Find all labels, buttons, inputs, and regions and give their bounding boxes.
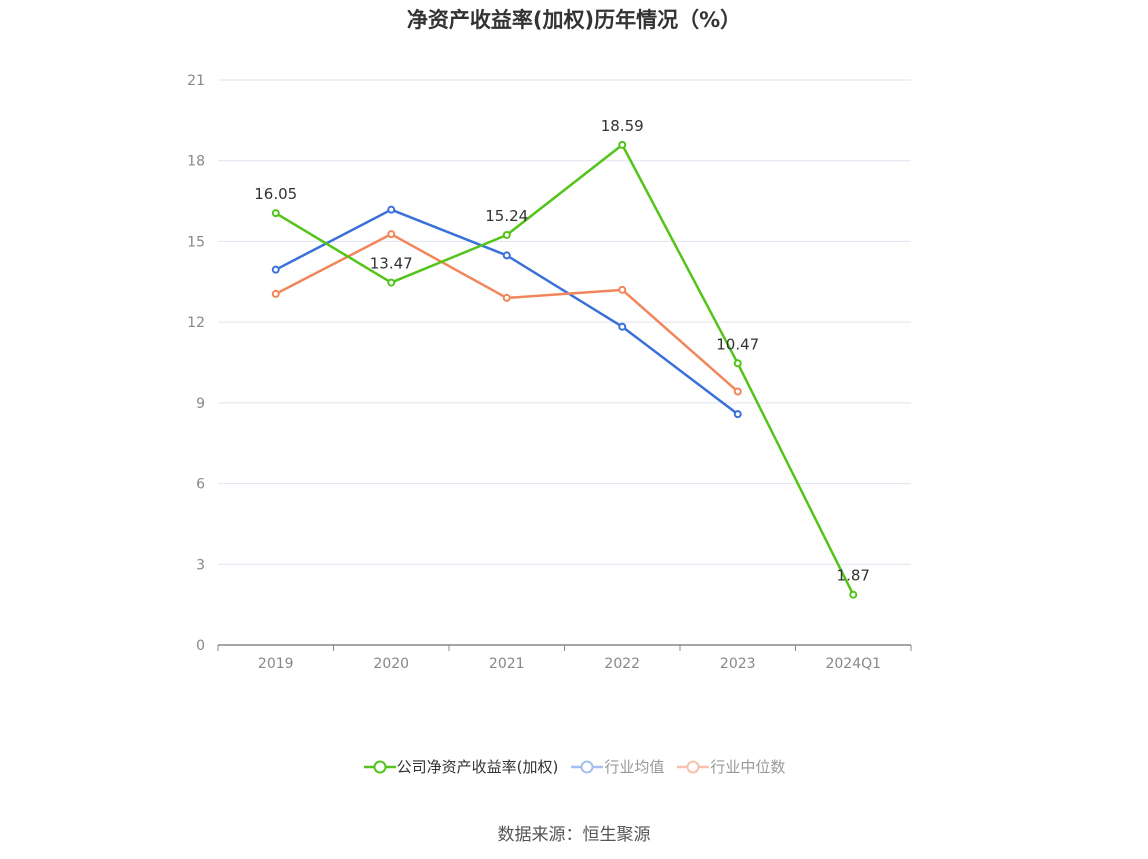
y-tick-label: 3 — [196, 557, 205, 573]
data-label: 18.59 — [601, 117, 644, 135]
chart-title: 净资产收益率(加权)历年情况（%） — [406, 8, 742, 32]
grid — [218, 79, 911, 565]
data-point — [618, 322, 627, 331]
x-tick-label: 2020 — [373, 656, 409, 672]
data-point — [849, 590, 858, 599]
data-point — [502, 230, 511, 239]
x-axis: 2019 2020 2021 2022 2023 2024Q1 — [217, 644, 912, 672]
data-point — [271, 265, 280, 274]
x-tick-label: 2023 — [720, 656, 756, 672]
data-point — [502, 251, 511, 260]
data-label: 16.05 — [254, 185, 297, 203]
series-layer — [271, 140, 858, 599]
y-tick-label: 9 — [196, 396, 205, 412]
legend: 公司净资产收益率(加权) 行业均值 行业中位数 — [0, 756, 1148, 777]
legend-label: 公司净资产收益率(加权) — [396, 758, 559, 776]
y-tick-label: 6 — [196, 477, 205, 493]
legend-swatch — [363, 760, 396, 773]
legend-item[interactable]: 公司净资产收益率(加权) — [363, 756, 559, 777]
x-tick-label: 2019 — [258, 656, 294, 672]
data-point — [733, 387, 742, 396]
series-line — [275, 143, 855, 596]
data-point — [502, 293, 511, 302]
data-point — [271, 209, 280, 218]
legend-label: 行业均值 — [604, 758, 665, 776]
y-tick-label: 0 — [196, 638, 205, 654]
data-point — [387, 278, 396, 287]
data-point — [618, 285, 627, 294]
data-label: 13.47 — [370, 255, 413, 273]
y-tick-label: 18 — [187, 154, 205, 170]
x-tick-label: 2022 — [604, 656, 640, 672]
legend-item[interactable]: 行业均值 — [570, 756, 664, 777]
x-tick-label: 2024Q1 — [825, 656, 881, 672]
x-tick-label: 2021 — [489, 656, 525, 672]
data-label: 1.87 — [837, 567, 870, 585]
data-source: 数据来源：恒生聚源 — [497, 825, 651, 845]
legend-label: 行业中位数 — [710, 758, 786, 776]
data-labels: 16.05 13.47 15.24 18.59 10.47 1.87 — [254, 117, 870, 585]
data-point — [387, 230, 396, 239]
y-tick-label: 21 — [187, 73, 205, 89]
legend-swatch — [571, 760, 604, 773]
data-point — [618, 140, 627, 149]
data-label: 15.24 — [485, 207, 528, 225]
legend-item[interactable]: 行业中位数 — [676, 756, 785, 777]
y-tick-label: 15 — [187, 234, 205, 250]
data-point — [733, 410, 742, 419]
data-point — [271, 289, 280, 298]
legend-swatch — [677, 760, 710, 773]
series-line — [275, 208, 739, 416]
y-axis: 0 3 6 9 12 15 18 21 — [187, 73, 205, 654]
data-label: 10.47 — [716, 335, 759, 353]
data-point — [387, 205, 396, 214]
y-tick-label: 12 — [187, 315, 205, 331]
data-point — [733, 359, 742, 368]
